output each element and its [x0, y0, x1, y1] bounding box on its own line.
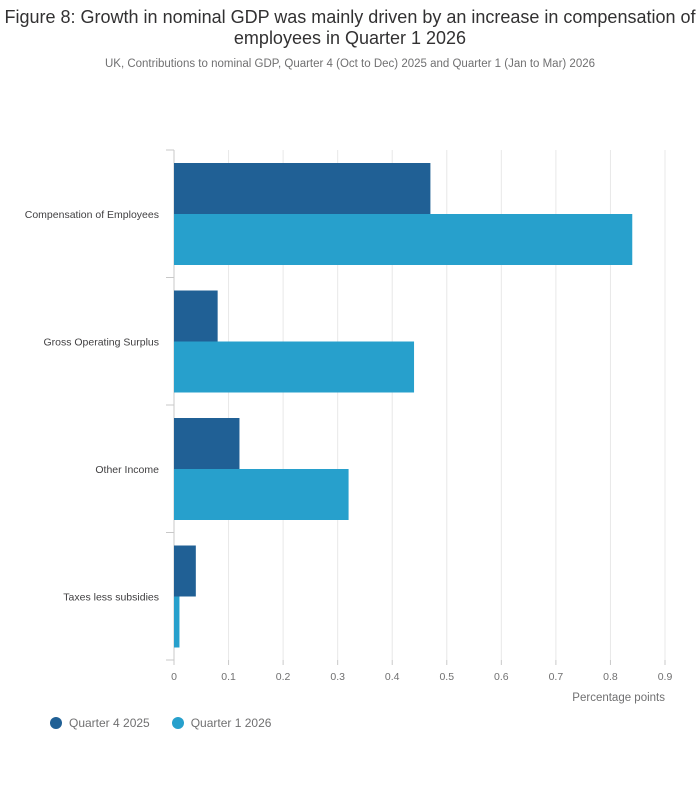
bar-q1-2026: [174, 341, 415, 393]
legend-label: Quarter 1 2026: [190, 716, 272, 730]
chart-legend: Quarter 4 2025 Quarter 1 2026: [50, 716, 271, 730]
x-tick-label: 0.5: [439, 671, 454, 683]
x-tick-label: 0.6: [494, 671, 509, 683]
category-label: Gross Operating Surplus: [43, 337, 159, 349]
legend-item: Quarter 4 2025: [50, 716, 150, 730]
category-label: Other Income: [95, 464, 159, 476]
x-tick-label: 0.3: [330, 671, 345, 683]
x-tick-label: 0.8: [603, 671, 618, 683]
legend-marker-icon: [50, 717, 62, 729]
bar-q1-2026: [174, 596, 180, 648]
x-axis-title: Percentage points: [572, 692, 665, 704]
x-tick-label: 0.9: [658, 671, 673, 683]
category-label: Compensation of Employees: [25, 209, 159, 221]
legend-marker-icon: [171, 717, 184, 729]
bar-q4-2025: [174, 163, 431, 214]
x-tick-label: 0.4: [385, 671, 400, 683]
chart-title: Figure 8: Growth in nominal GDP was main…: [4, 7, 696, 48]
chart-subtitle: UK, Contributions to nominal GDP, Quarte…: [104, 58, 596, 70]
bar-q4-2025: [174, 545, 196, 597]
legend-label: Quarter 4 2025: [69, 716, 150, 730]
category-label: Taxes less subsidies: [63, 592, 159, 604]
x-tick-label: 0: [171, 671, 177, 683]
bar-q4-2025: [174, 418, 240, 469]
x-tick-label: 0.2: [276, 671, 291, 683]
x-tick-label: 0.1: [221, 671, 236, 683]
bar-q1-2026: [174, 469, 349, 520]
legend-item: Quarter 1 2026: [171, 716, 272, 730]
bar-q4-2025: [174, 290, 218, 342]
x-tick-label: 0.7: [549, 671, 564, 683]
bar-q1-2026: [174, 214, 633, 265]
